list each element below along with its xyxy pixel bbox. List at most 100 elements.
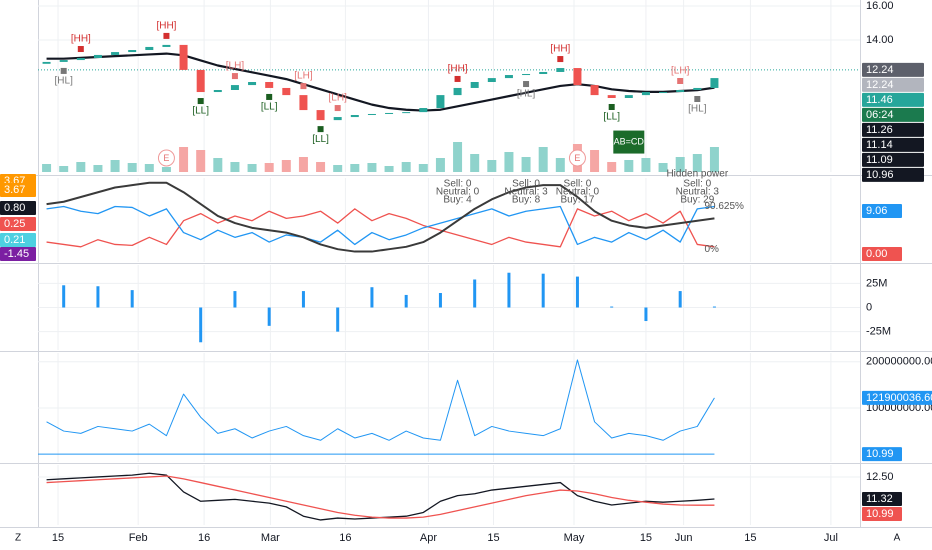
volume-bar bbox=[504, 152, 514, 172]
volume-bar bbox=[350, 164, 360, 172]
price-label: 11.09 bbox=[866, 154, 893, 166]
candle bbox=[265, 82, 274, 88]
volume-bar bbox=[161, 167, 171, 172]
price-label: 11.46 bbox=[866, 94, 893, 106]
pivot-label: [LL] bbox=[603, 112, 620, 123]
left-label: 0.80 bbox=[4, 202, 25, 214]
left-label: 0.25 bbox=[4, 218, 25, 230]
series-line bbox=[46, 205, 715, 246]
candle bbox=[196, 69, 205, 93]
bar bbox=[712, 306, 716, 308]
y-tick-label: 100000000.00 bbox=[866, 402, 932, 414]
candle bbox=[179, 44, 188, 70]
bar bbox=[610, 306, 614, 308]
pivot-marker bbox=[317, 126, 324, 133]
price-label: 06:24 bbox=[866, 109, 894, 121]
left-label: 3.67 bbox=[4, 184, 25, 196]
candle bbox=[659, 92, 668, 94]
candle bbox=[42, 61, 51, 64]
pivot-marker bbox=[523, 81, 530, 88]
signal-title: Hidden power bbox=[666, 169, 728, 180]
volume-bar bbox=[641, 158, 651, 172]
x-tick-label: 16 bbox=[339, 532, 351, 544]
volume-bar bbox=[247, 164, 257, 172]
volume-bar bbox=[607, 162, 617, 172]
price-label-bg bbox=[862, 152, 924, 167]
earnings-label: E bbox=[163, 153, 169, 163]
toolbar-button[interactable]: A bbox=[894, 533, 901, 544]
pivot-marker bbox=[231, 73, 238, 80]
price-label-bg bbox=[862, 77, 924, 92]
pivot-label: [HH] bbox=[448, 64, 468, 75]
pivot-label: [HL] bbox=[517, 89, 536, 100]
pivot-label: [HH] bbox=[71, 34, 91, 45]
bar bbox=[541, 273, 545, 308]
x-tick-label: Mar bbox=[261, 532, 280, 544]
candle bbox=[419, 108, 428, 113]
candle bbox=[693, 87, 702, 90]
pivot-label: [LH] bbox=[671, 66, 690, 77]
volume-bar bbox=[230, 162, 240, 172]
candle bbox=[367, 113, 376, 116]
pivot-marker bbox=[677, 77, 684, 84]
price-label: 10.96 bbox=[866, 169, 894, 181]
price-label: 11.14 bbox=[866, 139, 893, 151]
volume-bar bbox=[538, 147, 548, 172]
volume-bar bbox=[453, 142, 463, 172]
volume-bar bbox=[675, 157, 685, 172]
signal-text: Neutral: 0 bbox=[436, 187, 480, 198]
candle bbox=[710, 78, 719, 88]
pivot-marker bbox=[454, 75, 461, 82]
y-tick-label: 14.00 bbox=[866, 34, 894, 46]
candle bbox=[162, 44, 171, 47]
bar bbox=[473, 279, 477, 308]
bar bbox=[644, 307, 648, 322]
x-tick-label: Jun bbox=[675, 532, 693, 544]
candle bbox=[76, 58, 85, 61]
volume-bar bbox=[333, 165, 343, 172]
price-label: 12.24 bbox=[866, 64, 894, 76]
signal-text: Neutral: 3 bbox=[504, 187, 548, 198]
price-label: 12.24 bbox=[866, 79, 894, 91]
toolbar-button[interactable]: Z bbox=[15, 533, 21, 544]
pivot-label: [HL] bbox=[688, 104, 707, 115]
earnings-marker bbox=[568, 149, 586, 167]
candle bbox=[624, 95, 633, 98]
x-tick-label: 15 bbox=[487, 532, 499, 544]
candle bbox=[282, 87, 291, 96]
bar bbox=[438, 293, 442, 308]
volume-bar bbox=[590, 150, 600, 172]
price-label-bg bbox=[862, 107, 924, 122]
bar bbox=[678, 291, 682, 308]
price-label-bg bbox=[862, 137, 924, 152]
pattern-box bbox=[612, 129, 646, 155]
bar bbox=[370, 287, 374, 308]
right-label-bg bbox=[862, 204, 902, 218]
last-value-label-bg bbox=[862, 390, 932, 405]
volume-bar bbox=[59, 166, 69, 172]
series-line bbox=[46, 181, 715, 253]
volume-bar bbox=[179, 147, 189, 172]
price-label-bg bbox=[862, 167, 924, 182]
earnings-marker bbox=[157, 149, 175, 167]
candle bbox=[385, 112, 394, 114]
candle bbox=[145, 46, 154, 51]
hline-label: 10.99 bbox=[866, 448, 894, 460]
left-label: 0.21 bbox=[4, 234, 25, 246]
candle bbox=[573, 68, 582, 86]
pivot-marker bbox=[266, 93, 273, 100]
bar bbox=[96, 286, 100, 308]
bar bbox=[575, 276, 579, 308]
x-tick-label: 15 bbox=[744, 532, 756, 544]
candle bbox=[504, 75, 513, 79]
candle bbox=[128, 50, 137, 53]
x-tick-label: Jul bbox=[824, 532, 838, 544]
pivot-marker bbox=[60, 67, 67, 74]
candle bbox=[59, 60, 68, 62]
bar bbox=[336, 307, 340, 332]
right-label: 0.00 bbox=[866, 248, 887, 260]
volume-bar bbox=[384, 166, 394, 172]
volume-bar bbox=[213, 158, 223, 172]
